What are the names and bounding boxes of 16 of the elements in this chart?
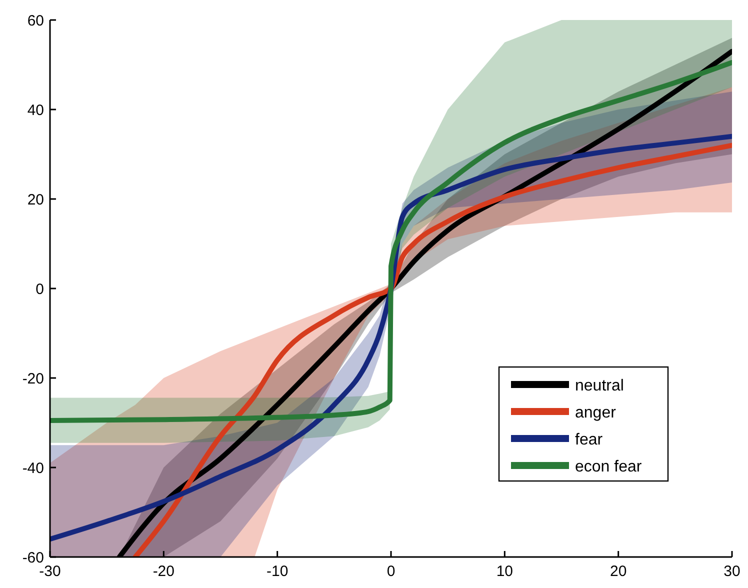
legend-label: neutral [575,378,624,395]
y-tick-label: 0 [36,280,44,298]
y-tick-label: -20 [22,370,44,388]
legend-label: anger [575,404,617,422]
x-tick-label: 30 [724,563,740,580]
y-tick-label: 60 [27,12,44,30]
x-tick-label: -20 [152,563,175,580]
x-tick-label: 0 [386,563,396,580]
x-tick-label: -10 [266,563,288,580]
legend-label: econ fear [575,458,642,476]
y-tick-label: 20 [27,191,44,208]
legend-label: fear [575,432,604,449]
x-tick-label: 20 [610,563,627,580]
x-tick-label: 10 [496,563,514,580]
y-tick-label: -40 [22,460,44,477]
y-tick-label: 40 [27,102,44,119]
